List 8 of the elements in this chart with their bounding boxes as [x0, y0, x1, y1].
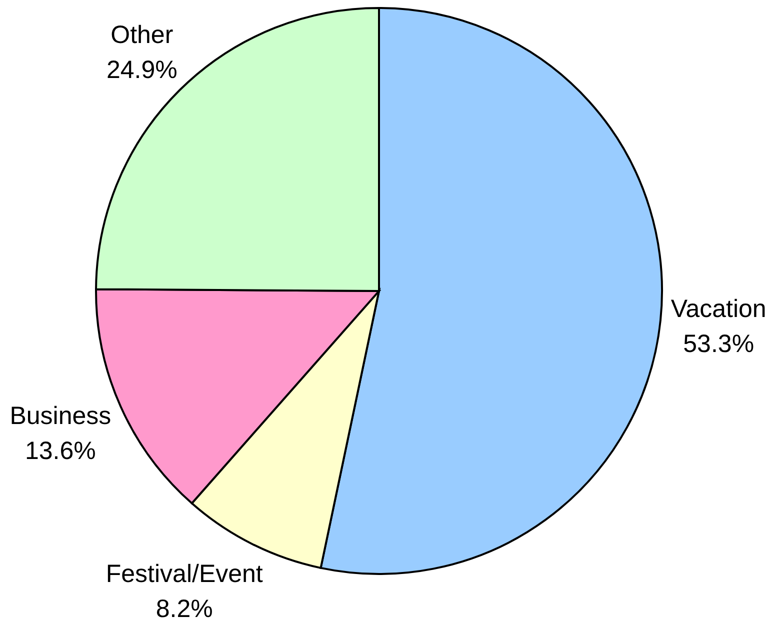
data-label: 53.3% [683, 330, 754, 358]
slice-label: Other [110, 20, 174, 49]
slice-label: Festival/Event [106, 560, 263, 588]
slice-label: Vacation [670, 294, 766, 323]
data-label: 13.6% [24, 437, 96, 466]
data-label: 24.9% [106, 56, 178, 84]
data-label: 8.2% [156, 594, 213, 623]
slice-label: Business [10, 402, 112, 430]
